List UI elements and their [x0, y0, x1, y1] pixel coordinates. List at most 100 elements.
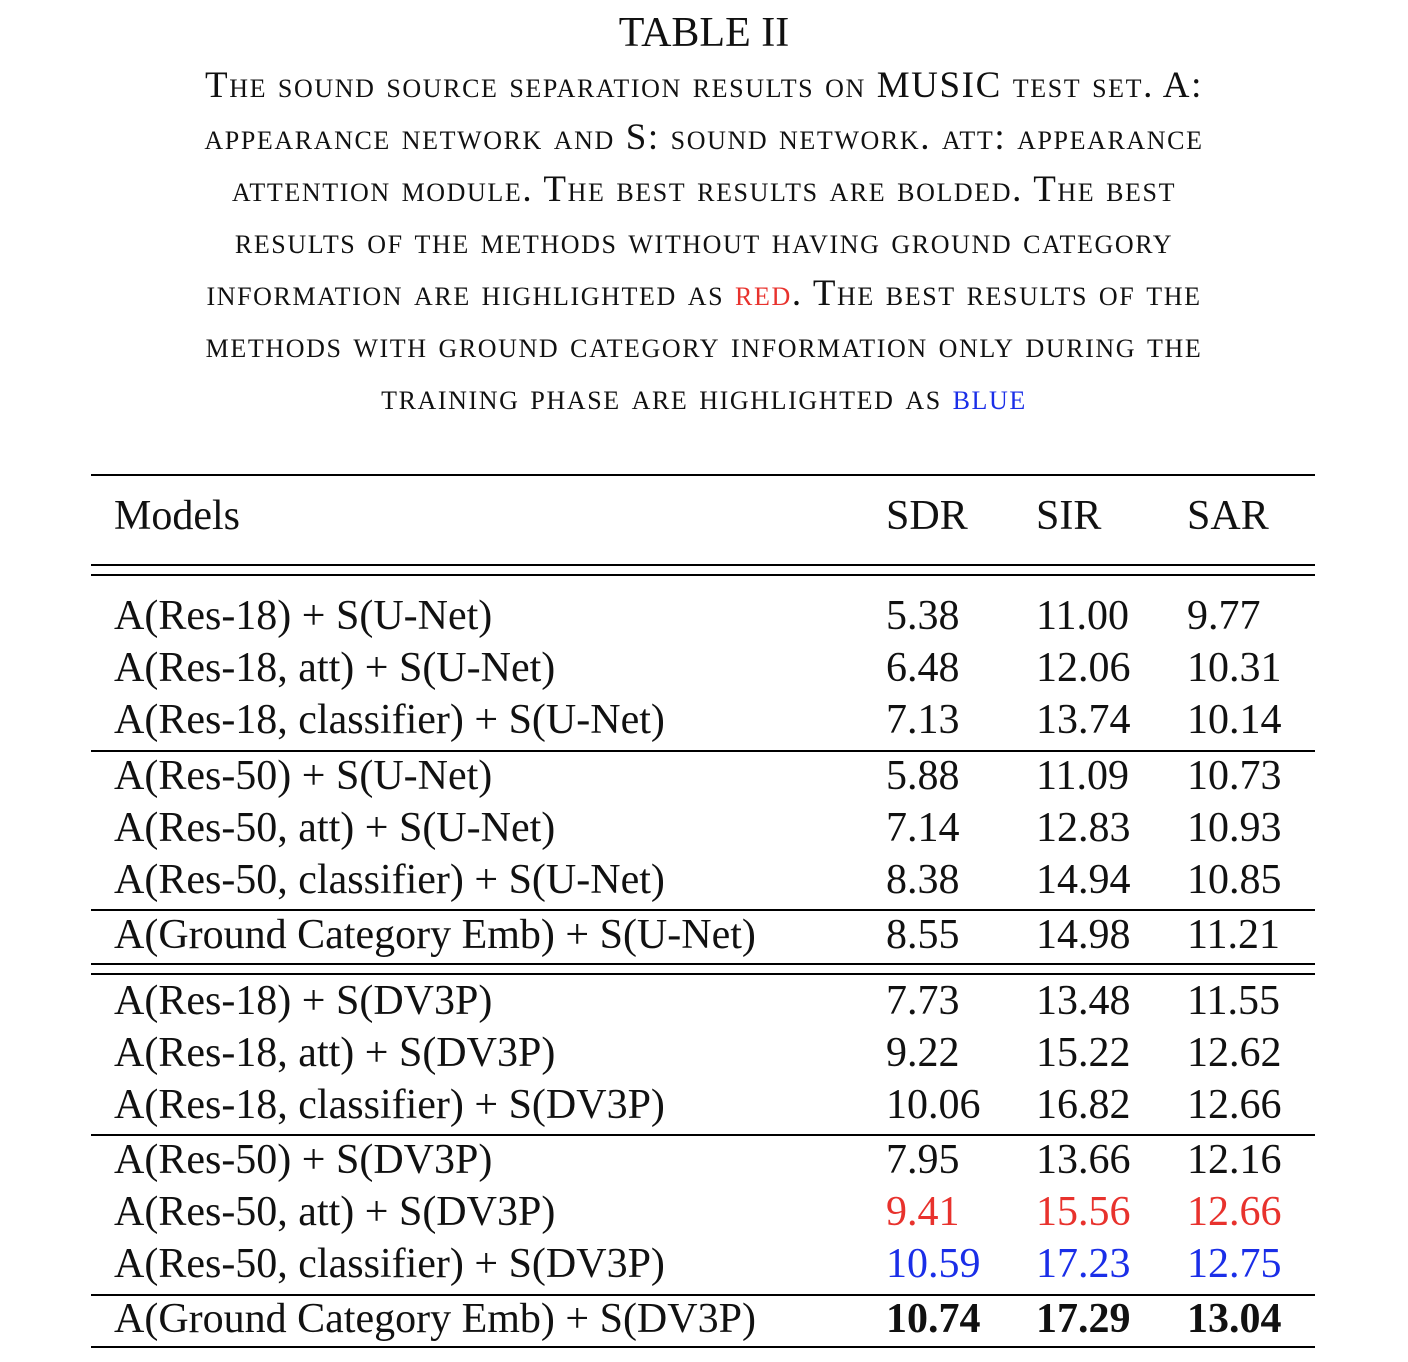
cell-sar: 10.73: [1187, 753, 1282, 799]
table-row: A(Res-50, att) + S(U-Net) 7.14 12.83 10.…: [0, 802, 1408, 854]
cell-model: A(Res-18, classifier) + S(U-Net): [114, 697, 665, 743]
caption-text: training phase are highlighted as: [381, 377, 953, 418]
table-caption: The sound source separation results on M…: [0, 60, 1408, 424]
cell-sar: 9.77: [1187, 593, 1261, 639]
table-row: A(Res-50, classifier) + S(DV3P) 10.59 17…: [0, 1238, 1408, 1290]
cell-model: A(Res-18) + S(U-Net): [114, 593, 493, 639]
caption-line: The sound source separation results on M…: [0, 60, 1408, 112]
cell-sir: 11.00: [1036, 593, 1129, 639]
header-sar: SAR: [1187, 493, 1269, 539]
table-row: A(Res-18, classifier) + S(U-Net) 7.13 13…: [0, 694, 1408, 746]
group-rule: [91, 1134, 1315, 1136]
caption-line: attention module. The best results are b…: [0, 164, 1408, 216]
caption-blue-word: blue: [952, 377, 1027, 418]
cell-sir: 13.74: [1036, 697, 1131, 743]
cell-sdr: 6.48: [886, 645, 960, 691]
caption-red-word: red: [735, 273, 792, 314]
cell-sir: 12.83: [1036, 805, 1131, 851]
cell-sar: 12.66: [1187, 1082, 1282, 1128]
cell-sdr: 8.55: [886, 912, 960, 958]
table-row: A(Ground Category Emb) + S(DV3P) 10.74 1…: [0, 1293, 1408, 1345]
header-sdr: SDR: [886, 493, 968, 539]
cell-model: A(Res-50, att) + S(DV3P): [114, 1189, 556, 1235]
group-rule: [91, 750, 1315, 752]
cell-sar-red: 12.66: [1187, 1189, 1282, 1235]
cell-sar: 11.21: [1187, 912, 1280, 958]
caption-text: methods with ground category information…: [205, 325, 1203, 366]
cell-sar: 12.62: [1187, 1030, 1282, 1076]
cell-sir: 13.48: [1036, 978, 1131, 1024]
cell-sar: 10.31: [1187, 645, 1282, 691]
cell-sdr: 7.73: [886, 978, 960, 1024]
cell-model: A(Res-50, classifier) + S(DV3P): [114, 1241, 665, 1287]
header-double-rule-top: [91, 564, 1315, 566]
cell-sar: 10.14: [1187, 697, 1282, 743]
header-sir: SIR: [1036, 493, 1102, 539]
header-double-rule-bottom: [91, 574, 1315, 576]
cell-sdr: 5.88: [886, 753, 960, 799]
table-row: A(Res-18) + S(U-Net) 5.38 11.00 9.77: [0, 590, 1408, 642]
cell-model: A(Res-18, classifier) + S(DV3P): [114, 1082, 665, 1128]
cell-model: A(Res-18) + S(DV3P): [114, 978, 493, 1024]
cell-sar: 10.85: [1187, 857, 1282, 903]
cell-sar: 10.93: [1187, 805, 1282, 851]
section-double-rule-bottom: [91, 973, 1315, 975]
cell-sdr: 10.06: [886, 1082, 981, 1128]
cell-sdr-red: 9.41: [886, 1189, 960, 1235]
cell-model: A(Ground Category Emb) + S(DV3P): [114, 1296, 756, 1342]
cell-sdr: 7.14: [886, 805, 960, 851]
section-double-rule-top: [91, 963, 1315, 965]
cell-model: A(Res-50, classifier) + S(U-Net): [114, 857, 665, 903]
cell-sar-bold: 13.04: [1187, 1296, 1282, 1342]
caption-line: methods with ground category information…: [0, 320, 1408, 372]
caption-text: . The best results of the: [791, 273, 1202, 314]
cell-model: A(Res-50) + S(U-Net): [114, 753, 493, 799]
table-bottom-rule: [91, 1346, 1315, 1348]
caption-text: attention module. The best results are b…: [231, 169, 1177, 210]
caption-line: appearance network and S: sound network.…: [0, 112, 1408, 164]
table-header-row: Models SDR SIR SAR: [0, 490, 1408, 542]
table-row: A(Res-50) + S(U-Net) 5.88 11.09 10.73: [0, 750, 1408, 802]
caption-text: appearance network and S: sound network.…: [204, 117, 1204, 158]
cell-sdr-bold: 10.74: [886, 1296, 981, 1342]
cell-sir-red: 15.56: [1036, 1189, 1131, 1235]
cell-sdr-blue: 10.59: [886, 1241, 981, 1287]
table-row: A(Res-50, classifier) + S(U-Net) 8.38 14…: [0, 854, 1408, 906]
cell-sar-blue: 12.75: [1187, 1241, 1282, 1287]
cell-model: A(Res-18, att) + S(U-Net): [114, 645, 556, 691]
cell-sir: 12.06: [1036, 645, 1131, 691]
cell-sir-bold: 17.29: [1036, 1296, 1131, 1342]
cell-model: A(Res-18, att) + S(DV3P): [114, 1030, 556, 1076]
cell-sdr: 7.95: [886, 1137, 960, 1183]
cell-sdr: 9.22: [886, 1030, 960, 1076]
table-row: A(Ground Category Emb) + S(U-Net) 8.55 1…: [0, 909, 1408, 961]
cell-sir: 16.82: [1036, 1082, 1131, 1128]
caption-text: results of the methods without having gr…: [234, 221, 1174, 262]
table-top-rule: [91, 474, 1315, 476]
table-row: A(Res-18, att) + S(U-Net) 6.48 12.06 10.…: [0, 642, 1408, 694]
cell-sar: 12.16: [1187, 1137, 1282, 1183]
table-label: TABLE II: [618, 10, 790, 56]
cell-sir: 15.22: [1036, 1030, 1131, 1076]
header-models: Models: [114, 493, 240, 539]
table-row: A(Res-18, classifier) + S(DV3P) 10.06 16…: [0, 1079, 1408, 1131]
caption-line: training phase are highlighted as blue: [0, 372, 1408, 424]
table-row: A(Res-50) + S(DV3P) 7.95 13.66 12.16: [0, 1134, 1408, 1186]
cell-sir: 14.98: [1036, 912, 1131, 958]
table-row: A(Res-18) + S(DV3P) 7.73 13.48 11.55: [0, 975, 1408, 1027]
cell-model: A(Ground Category Emb) + S(U-Net): [114, 912, 756, 958]
caption-text: information are highlighted as: [206, 273, 736, 314]
group-rule: [91, 1294, 1315, 1296]
cell-sir-blue: 17.23: [1036, 1241, 1131, 1287]
caption-line: information are highlighted as red. The …: [0, 268, 1408, 320]
caption-text: The sound source separation results on M…: [205, 65, 1203, 106]
cell-sir: 13.66: [1036, 1137, 1131, 1183]
cell-sir: 11.09: [1036, 753, 1129, 799]
cell-model: A(Res-50, att) + S(U-Net): [114, 805, 556, 851]
group-rule: [91, 909, 1315, 911]
cell-sdr: 8.38: [886, 857, 960, 903]
cell-sdr: 5.38: [886, 593, 960, 639]
cell-sar: 11.55: [1187, 978, 1280, 1024]
table-row: A(Res-18, att) + S(DV3P) 9.22 15.22 12.6…: [0, 1027, 1408, 1079]
